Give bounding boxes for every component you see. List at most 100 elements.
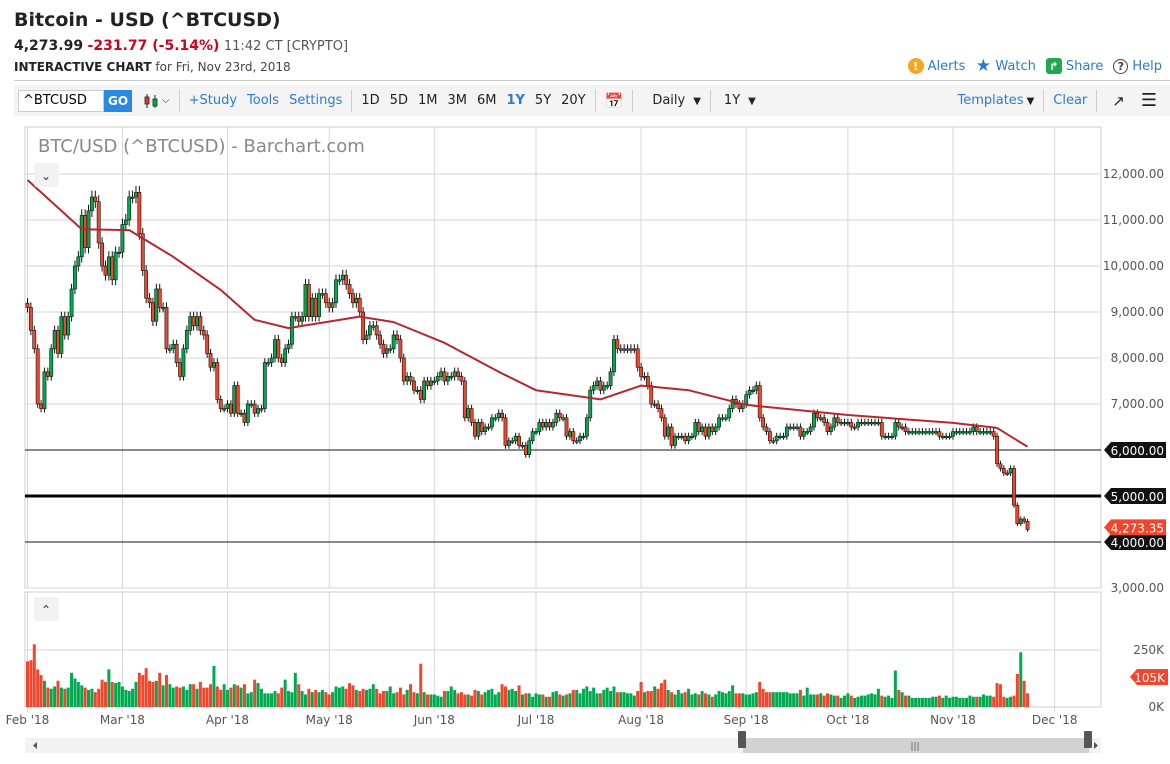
volume-bar xyxy=(754,692,758,707)
volume-bar xyxy=(36,669,40,707)
scroll-handle-right[interactable] xyxy=(1084,731,1092,748)
y-tick-label: 8,000.00 xyxy=(1111,351,1164,365)
volume-bar xyxy=(534,693,538,707)
volume-bar xyxy=(785,692,789,707)
volume-bar xyxy=(120,686,124,707)
volume-bar xyxy=(453,689,457,707)
range-1y[interactable]: 1Y xyxy=(506,93,525,108)
candle xyxy=(517,435,521,446)
volume-bar xyxy=(988,695,992,707)
volume-bar xyxy=(975,696,979,707)
candle xyxy=(259,408,264,411)
candle xyxy=(171,343,176,350)
range-3m[interactable]: 3M xyxy=(447,93,467,108)
candle xyxy=(130,196,135,199)
help-link[interactable]: ? Help xyxy=(1113,58,1162,74)
candle xyxy=(473,422,477,437)
scroll-handle-left[interactable] xyxy=(738,731,746,748)
volume-bar xyxy=(266,693,270,707)
hamburger-menu-icon[interactable]: ☰ xyxy=(1140,90,1157,111)
range-6m[interactable]: 6M xyxy=(476,93,497,108)
candle xyxy=(96,201,101,244)
volume-bar xyxy=(503,686,507,707)
scroll-right-arrow-icon[interactable] xyxy=(1094,742,1098,749)
study-button[interactable]: +Study xyxy=(188,93,238,108)
clear-button[interactable]: Clear xyxy=(1053,93,1088,108)
expand-arrow-icon[interactable]: ↗ xyxy=(1112,91,1125,110)
candle xyxy=(910,431,915,434)
candle xyxy=(351,293,355,304)
candle xyxy=(656,403,660,409)
collapse-volume-button[interactable] xyxy=(34,597,59,621)
volume-bar xyxy=(209,684,213,707)
tools-button[interactable]: Tools xyxy=(247,93,280,108)
volume-bar xyxy=(819,693,823,707)
volume-bar xyxy=(185,689,189,707)
volume-bar xyxy=(707,694,711,707)
calendar-icon[interactable]: 📅 xyxy=(604,91,624,110)
volume-bar xyxy=(331,692,335,707)
volume-bar xyxy=(470,695,474,707)
candle xyxy=(591,385,596,391)
candle xyxy=(245,403,250,423)
volume-bar xyxy=(778,692,782,707)
divider xyxy=(709,89,711,112)
volume-bar xyxy=(859,695,863,707)
range-5y[interactable]: 5Y xyxy=(534,93,552,108)
candle xyxy=(25,302,30,308)
volume-bar xyxy=(500,684,504,707)
candle xyxy=(56,330,60,354)
volume-bar xyxy=(992,696,996,707)
candle xyxy=(873,422,877,425)
candlestick-icon[interactable]: ⌵ xyxy=(138,93,175,109)
volume-bar xyxy=(283,679,287,707)
volume-bar xyxy=(632,695,636,707)
candle xyxy=(964,431,969,434)
candle xyxy=(303,284,308,317)
candle xyxy=(727,408,732,419)
symbol-input[interactable] xyxy=(18,89,104,112)
period-select[interactable]: 1Y ▼ xyxy=(719,93,761,108)
candle xyxy=(201,330,206,336)
candle xyxy=(886,435,891,439)
y-tick-label: 9,000.00 xyxy=(1111,305,1164,319)
range-20y[interactable]: 20Y xyxy=(561,93,586,108)
volume-bar xyxy=(609,691,613,707)
price-tag-label: 4,000.00 xyxy=(1111,536,1164,550)
volume-bar xyxy=(70,672,74,707)
chart-subtitle: INTERACTIVE CHART for Fri, Nov 23rd, 201… xyxy=(14,60,291,74)
share-label: Share xyxy=(1065,58,1104,74)
volume-bar xyxy=(1012,695,1016,707)
candle xyxy=(151,302,155,322)
volume-bar xyxy=(527,693,531,707)
volume-bar xyxy=(226,689,230,707)
collapse-price-button[interactable] xyxy=(34,163,59,187)
volume-bar xyxy=(344,688,348,707)
go-button[interactable]: GO xyxy=(104,89,132,112)
volume-bar xyxy=(917,697,921,707)
volume-bar xyxy=(602,689,606,707)
range-5d[interactable]: 5D xyxy=(389,93,408,108)
volume-bar xyxy=(76,681,80,707)
volume-bar xyxy=(554,691,558,707)
candle xyxy=(425,380,430,386)
interval-select[interactable]: Daily ▼ xyxy=(647,93,706,108)
candle xyxy=(334,279,338,304)
volume-bar xyxy=(32,644,36,707)
range-1d[interactable]: 1D xyxy=(361,93,380,108)
volume-bar xyxy=(798,689,802,707)
scrollbar-thumb[interactable] xyxy=(743,738,1089,753)
share-link[interactable]: ↱ Share xyxy=(1045,58,1104,74)
settings-button[interactable]: Settings xyxy=(289,93,343,108)
watch-link[interactable]: ★ Watch xyxy=(975,56,1036,76)
volume-bar xyxy=(87,689,91,707)
candle xyxy=(934,431,938,434)
range-1m[interactable]: 1M xyxy=(417,93,438,108)
volume-bar xyxy=(758,681,762,707)
alerts-link[interactable]: ! Alerts xyxy=(907,58,965,74)
candle xyxy=(276,339,281,359)
templates-button[interactable]: Templates ▼ xyxy=(952,93,1039,108)
candle xyxy=(523,445,528,455)
scroll-left-arrow-icon[interactable] xyxy=(33,742,37,749)
